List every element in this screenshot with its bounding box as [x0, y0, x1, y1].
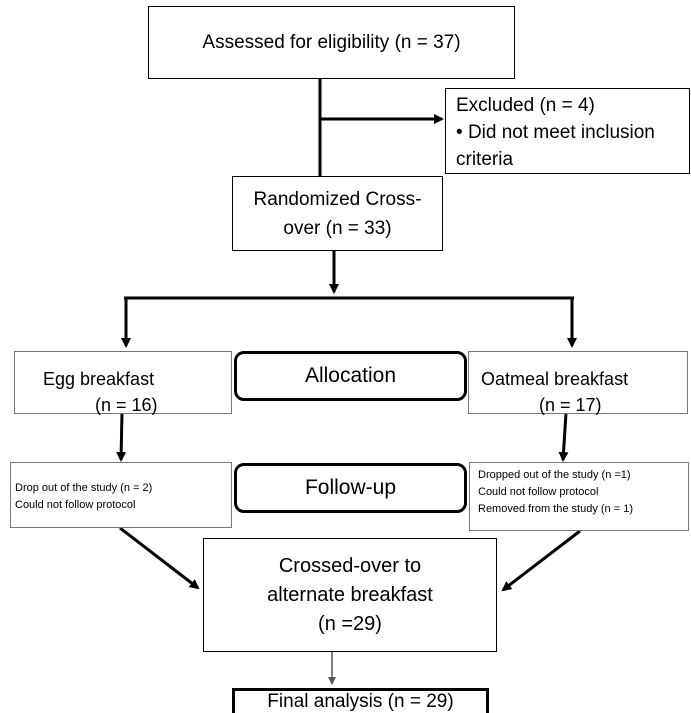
assessed-box: Assessed for eligibility (n = 37) [148, 6, 515, 79]
excluded-box: Excluded (n = 4) • Did not meet inclusio… [445, 88, 690, 174]
final-analysis-box: Final analysis (n = 29) [232, 688, 489, 713]
randomized-line1: Randomized Cross- [253, 188, 422, 210]
excluded-reason-line1: • Did not meet inclusion [456, 122, 655, 143]
oatmeal-breakfast-box: Oatmeal breakfast (n = 17) [468, 351, 688, 415]
randomized-box: Randomized Cross- over (n = 33) [232, 176, 443, 251]
crossover-count: (n =29) [318, 612, 382, 635]
allocation-label-box: Allocation [234, 351, 467, 401]
oatmeal-breakfast-label: Oatmeal breakfast [481, 369, 629, 389]
oat-dropout-reason: Could not follow protocol [478, 486, 599, 498]
egg-dropout-reason: Could not follow protocol [15, 499, 136, 511]
egg-breakfast-count: (n = 16) [95, 395, 158, 415]
crossover-line1: Crossed-over to [278, 554, 422, 577]
arrow-egg-followup [116, 412, 127, 462]
assessed-text: Assessed for eligibility (n = 37) [202, 31, 461, 53]
randomized-line2: over (n = 33) [283, 217, 392, 239]
egg-breakfast-label: Egg breakfast [43, 369, 155, 389]
excluded-reason-line2: criteria [456, 149, 514, 170]
final-analysis-text: Final analysis (n = 29) [267, 691, 454, 712]
oat-dropout-text: Dropped out of the study (n =1) [478, 469, 631, 481]
arrow-oat-crossover [501, 529, 581, 592]
oat-followup-box: Dropped out of the study (n =1) Could no… [469, 462, 689, 531]
followup-label-box: Follow-up [234, 463, 467, 513]
egg-followup-box: Drop out of the study (n = 2) Could not … [10, 462, 232, 528]
crossover-box: Crossed-over to alternate breakfast (n =… [203, 538, 497, 652]
arrow-oat-followup [558, 412, 569, 462]
oatmeal-breakfast-count: (n = 17) [539, 395, 602, 415]
bullet-icon: • [456, 122, 463, 143]
egg-breakfast-box: Egg breakfast (n = 16) [14, 351, 232, 415]
arrow-egg-crossover [119, 526, 200, 590]
oat-removed-text: Removed from the study (n = 1) [478, 503, 633, 515]
followup-label: Follow-up [304, 476, 397, 499]
excluded-title: Excluded (n = 4) [456, 95, 595, 116]
crossover-line2: alternate breakfast [267, 583, 433, 606]
egg-dropout-text: Drop out of the study (n = 2) [15, 482, 153, 494]
allocation-label: Allocation [304, 364, 397, 387]
